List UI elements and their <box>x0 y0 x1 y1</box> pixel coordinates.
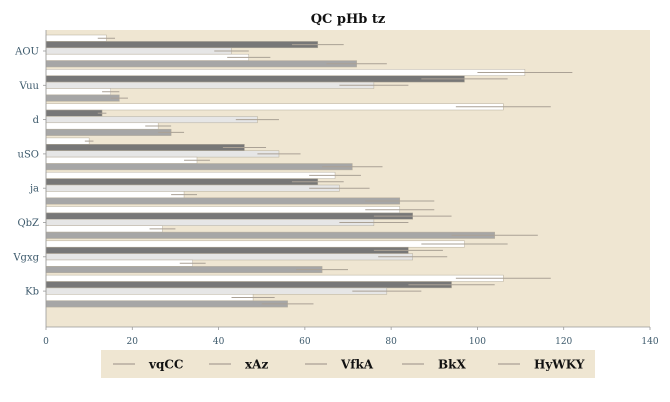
y-tick-label: Vgxg <box>12 252 39 263</box>
y-ticks: AOU Vuu d uSO ja QbZ Vgxg Kb <box>12 47 46 298</box>
chart-title: QC pHb tz <box>311 12 386 27</box>
bar-BkX-Vuu <box>45 88 111 96</box>
y-tick-label: Kb <box>25 287 39 298</box>
legend-label-HyWKY: HyWKY <box>534 358 585 372</box>
bar-BkX-QbZ <box>45 225 163 233</box>
y-tick-label: QbZ <box>17 218 39 229</box>
x-tick-label: 80 <box>385 337 397 347</box>
x-tick-label: 60 <box>299 337 311 347</box>
bar-HyWKY-Kb <box>45 300 288 308</box>
bar-VfkA-Vgxg <box>45 253 413 261</box>
legend-label-xAz: xAz <box>245 358 268 372</box>
bar-HyWKY-AOU <box>45 60 357 68</box>
legend: vqCC xAz VfkA BkX HyWKY <box>113 358 585 372</box>
legend-label-vqCC: vqCC <box>148 358 183 372</box>
y-tick-label: d <box>33 115 40 126</box>
bar-xAz-Vgxg <box>45 246 409 254</box>
bar-BkX-Kb <box>45 294 254 301</box>
bar-VfkA-QbZ <box>45 219 375 226</box>
x-tick-label: 140 <box>641 337 658 347</box>
x-tick-label: 20 <box>127 337 139 347</box>
bar-HyWKY-Vgxg <box>45 266 323 274</box>
bar-vqCC-Vuu <box>45 69 526 76</box>
bar-xAz-Vuu <box>45 75 465 83</box>
y-tick-label: ja <box>29 184 39 195</box>
x-tick-label: 120 <box>555 337 572 347</box>
x-ticks: 0 20 40 60 80 100 120 140 <box>43 327 659 347</box>
bar-BkX-Vgxg <box>45 259 193 267</box>
x-tick-label: 0 <box>43 337 49 347</box>
bar-vqCC-QbZ <box>45 206 401 214</box>
bar-VfkA-Kb <box>45 287 388 295</box>
legend-label-BkX: BkX <box>438 358 466 372</box>
bars-layer <box>45 34 573 308</box>
bar-BkX-ja <box>45 191 185 199</box>
x-tick-label: 100 <box>469 337 486 347</box>
bar-HyWKY-QbZ <box>45 231 495 239</box>
bar-xAz-AOU <box>45 41 319 49</box>
bar-xAz-d <box>45 109 103 117</box>
bar-BkX-AOU <box>45 53 250 61</box>
bar-xAz-uSO <box>45 144 245 151</box>
bar-VfkA-AOU <box>45 47 232 55</box>
y-tick-label: uSO <box>18 149 40 160</box>
bar-HyWKY-Vuu <box>45 94 120 102</box>
bar-xAz-ja <box>45 178 319 186</box>
y-tick-label: Vuu <box>19 81 40 92</box>
bar-HyWKY-d <box>45 128 172 136</box>
x-tick-label: 40 <box>213 337 225 347</box>
legend-label-VfkA: VfkA <box>340 358 374 372</box>
bar-xAz-Kb <box>45 281 452 289</box>
bar-BkX-uSO <box>45 156 198 164</box>
bar-vqCC-AOU <box>45 34 107 42</box>
y-tick-label: AOU <box>14 47 39 58</box>
bar-xAz-QbZ <box>45 212 413 220</box>
bar-VfkA-uSO <box>45 150 280 158</box>
bar-vqCC-uSO <box>45 137 90 145</box>
bar-HyWKY-uSO <box>45 163 353 171</box>
bar-VfkA-d <box>45 116 258 124</box>
bar-HyWKY-ja <box>45 197 401 205</box>
bar-VfkA-Vuu <box>45 81 375 89</box>
bar-BkX-d <box>45 122 159 130</box>
bar-VfkA-ja <box>45 184 340 192</box>
bar-vqCC-d <box>45 103 504 111</box>
bar-vqCC-Vgxg <box>45 240 465 248</box>
bar-vqCC-ja <box>45 171 336 179</box>
bar-vqCC-Kb <box>45 274 504 282</box>
